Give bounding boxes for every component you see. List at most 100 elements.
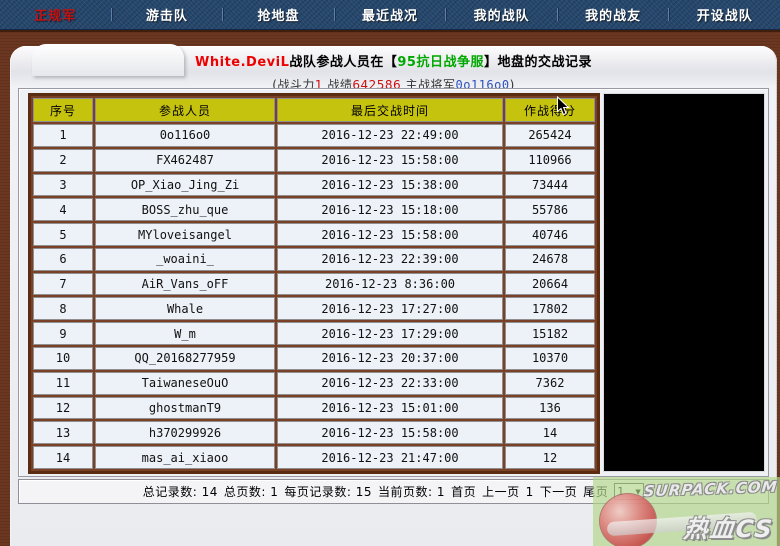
table-row: 13 h370299926 2016-12-23 15:58:00 14	[33, 421, 595, 445]
cell-last-battle-time: 2016-12-23 8:36:00	[277, 272, 503, 296]
cell-last-battle-time: 2016-12-23 15:58:00	[277, 223, 503, 246]
cell-last-battle-time: 2016-12-23 17:27:00	[277, 297, 503, 321]
nav-item-create-team[interactable]: 开设战队	[696, 9, 753, 24]
nav-separator	[110, 8, 112, 21]
header-player: 参战人员	[95, 98, 275, 122]
pagination-bar: 总记录数: 14 总页数: 1 每页记录数: 15 当前页数: 1 首页 上一页…	[18, 479, 769, 504]
nav-item-recent-battles[interactable]: 最近战况	[362, 9, 419, 24]
cell-score: 15182	[505, 322, 595, 346]
header-rank: 序号	[33, 98, 93, 122]
cell-player-link[interactable]: mas_ai_xiaoo	[95, 446, 275, 469]
cell-rank: 1	[33, 124, 93, 147]
cell-rank: 14	[33, 446, 93, 469]
table-row: 6 _woaini_ 2016-12-23 22:39:00 24678	[33, 247, 595, 271]
cell-player-link[interactable]: _woaini_	[95, 247, 275, 271]
page-select-value: 1	[617, 485, 625, 498]
side-banner-panel	[603, 93, 765, 472]
cell-rank: 10	[33, 347, 93, 370]
header-score: 作战得分	[505, 98, 595, 122]
nav-separator	[556, 8, 558, 21]
mouse-cursor-icon	[556, 95, 570, 120]
cell-player-link[interactable]: 0o116o0	[95, 124, 275, 147]
cell-player-link[interactable]: AiR_Vans_oFF	[95, 272, 275, 296]
nav-separator	[668, 8, 670, 21]
cell-score: 17802	[505, 297, 595, 321]
nav-item-regular-army[interactable]: 正规军	[34, 9, 77, 24]
nav-item-my-team[interactable]: 我的战队	[473, 9, 530, 24]
table-row: 1 0o116o0 2016-12-23 22:49:00 265424	[33, 124, 595, 147]
cell-rank: 12	[33, 396, 93, 420]
last-page-link[interactable]: 尾页	[583, 485, 609, 499]
table-row: 11 TaiwaneseOuO 2016-12-23 22:33:00 7362	[33, 371, 595, 395]
table-row: 4 BOSS_zhu_que 2016-12-23 15:18:00 55786	[33, 198, 595, 222]
cell-rank: 7	[33, 272, 93, 296]
cell-score: 136	[505, 396, 595, 420]
cell-last-battle-time: 2016-12-23 21:47:00	[277, 446, 503, 469]
cell-last-battle-time: 2016-12-23 15:58:00	[277, 148, 503, 172]
current-page-label: 当前页数: 1	[378, 485, 446, 499]
total-pages-label: 总页数: 1	[223, 485, 279, 499]
page-number-link[interactable]: 1	[525, 484, 534, 499]
first-page-link[interactable]: 首页	[451, 485, 477, 499]
table-row: 10 QQ_20168277959 2016-12-23 20:37:00 10…	[33, 347, 595, 370]
cell-score: 40746	[505, 223, 595, 246]
cell-last-battle-time: 2016-12-23 15:58:00	[277, 421, 503, 445]
nav-separator	[222, 8, 224, 21]
cell-rank: 5	[33, 223, 93, 246]
cell-rank: 2	[33, 148, 93, 172]
cell-player-link[interactable]: ghostmanT9	[95, 396, 275, 420]
nav-separator	[445, 8, 447, 21]
cell-last-battle-time: 2016-12-23 15:01:00	[277, 396, 503, 420]
nav-item-grab-territory[interactable]: 抢地盘	[257, 9, 300, 24]
cell-player-link[interactable]: QQ_20168277959	[95, 347, 275, 370]
cell-last-battle-time: 2016-12-23 15:38:00	[277, 173, 503, 197]
nav-item-my-comrades[interactable]: 我的战友	[585, 9, 642, 24]
battle-records-table: 序号 参战人员 最后交战时间 作战得分 1 0o116o0 2016-12-23…	[28, 93, 600, 474]
cell-score: 265424	[505, 124, 595, 147]
cell-score: 55786	[505, 198, 595, 222]
cell-last-battle-time: 2016-12-23 20:37:00	[277, 347, 503, 370]
cell-last-battle-time: 2016-12-23 22:33:00	[277, 371, 503, 395]
cell-rank: 8	[33, 297, 93, 321]
table-row: 7 AiR_Vans_oFF 2016-12-23 8:36:00 20664	[33, 272, 595, 296]
next-page-link[interactable]: 下一页	[539, 485, 578, 499]
page-select-dropdown[interactable]: 1 ▼	[614, 483, 645, 500]
cell-player-link[interactable]: FX462487	[95, 148, 275, 172]
table-row: 9 W_m 2016-12-23 17:29:00 15182	[33, 322, 595, 346]
cell-player-link[interactable]: Whale	[95, 297, 275, 321]
content-card: White.DeviL战队参战人员在【95抗日战争服】地盘的交战记录 (战斗力1…	[10, 44, 777, 546]
title-tail: 】地盘的交战记录	[483, 55, 592, 70]
cell-player-link[interactable]: W_m	[95, 322, 275, 346]
table-header-row: 序号 参战人员 最后交战时间 作战得分	[33, 98, 595, 122]
cell-score: 12	[505, 446, 595, 469]
stats-open-paren: (	[272, 78, 278, 92]
team-name: White.DeviL	[195, 55, 290, 70]
server-name: 95抗日战争服	[397, 55, 484, 70]
per-page-label: 每页记录数: 15	[284, 485, 373, 499]
cell-player-link[interactable]: MYloveisangel	[95, 223, 275, 246]
cell-player-link[interactable]: BOSS_zhu_que	[95, 198, 275, 222]
cell-rank: 11	[33, 371, 93, 395]
total-records-label: 总记录数: 14	[142, 485, 218, 499]
cell-rank: 4	[33, 198, 93, 222]
cell-score: 73444	[505, 173, 595, 197]
table-row: 12 ghostmanT9 2016-12-23 15:01:00 136	[33, 396, 595, 420]
top-nav: 正规军 游击队 抢地盘 最近战况 我的战队 我的战友 开设战队	[0, 0, 780, 30]
cell-player-link[interactable]: OP_Xiao_Jing_Zi	[95, 173, 275, 197]
cell-score: 110966	[505, 148, 595, 172]
header-time: 最后交战时间	[277, 98, 503, 122]
table-row: 8 Whale 2016-12-23 17:27:00 17802	[33, 297, 595, 321]
prev-page-link[interactable]: 上一页	[482, 485, 520, 499]
cell-rank: 6	[33, 247, 93, 271]
cell-player-link[interactable]: TaiwaneseOuO	[95, 371, 275, 395]
cell-rank: 9	[33, 322, 93, 346]
cell-score: 14	[505, 421, 595, 445]
power-value: 1	[314, 78, 324, 92]
table-row: 14 mas_ai_xiaoo 2016-12-23 21:47:00 12	[33, 446, 595, 469]
cell-last-battle-time: 2016-12-23 15:18:00	[277, 198, 503, 222]
page-title: White.DeviL战队参战人员在【95抗日战争服】地盘的交战记录	[10, 46, 777, 70]
nav-item-guerrilla[interactable]: 游击队	[145, 9, 188, 24]
stats-close-paren: )	[509, 78, 515, 92]
battle-table-body: 1 0o116o0 2016-12-23 22:49:00 265424 2 F…	[33, 124, 595, 469]
cell-player-link[interactable]: h370299926	[95, 421, 275, 445]
